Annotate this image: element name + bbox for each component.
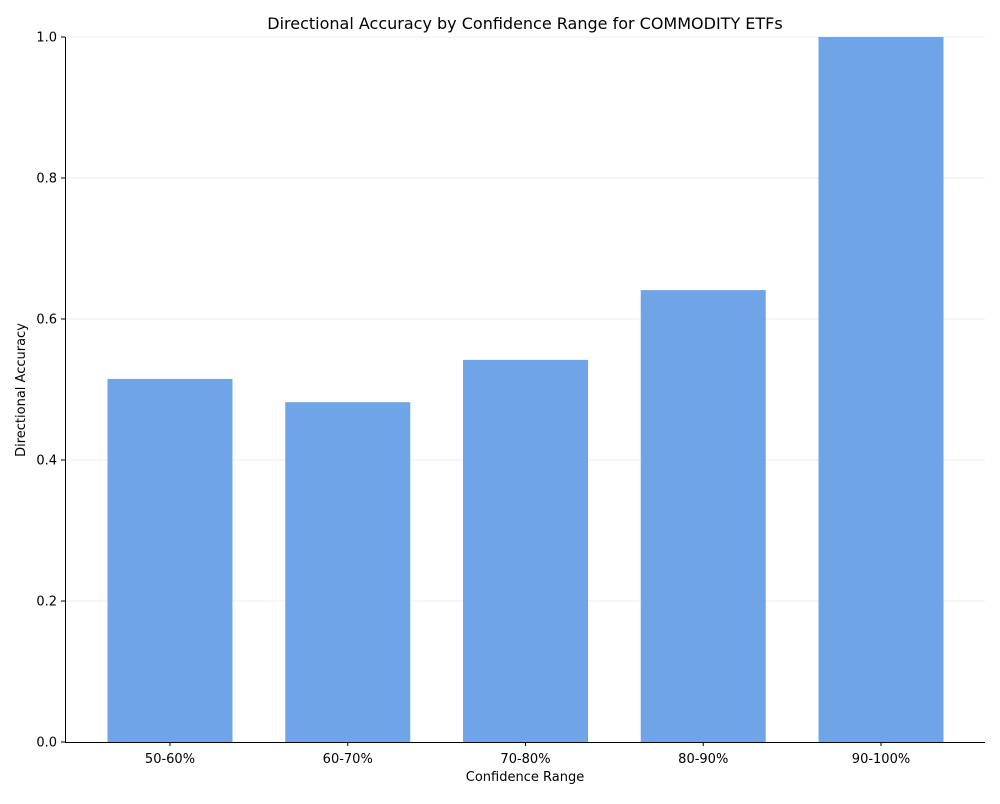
x-tick-label: 80-90%	[678, 752, 728, 767]
x-tick-label: 60-70%	[323, 752, 373, 767]
y-ticks: 0.0 0.2 0.4 0.6 0.8 1.0	[36, 31, 65, 751]
x-tick-label: 90-100%	[852, 752, 910, 767]
x-tick-label: 50-60%	[145, 752, 195, 767]
x-axis-label: Confidence Range	[466, 770, 584, 785]
y-tick-label: 0.6	[36, 313, 57, 328]
bars-layer	[107, 37, 944, 742]
x-ticks: 50-60% 60-70% 70-80% 80-90% 90-100%	[145, 742, 910, 767]
bar-60-70%	[285, 402, 411, 742]
y-tick-label: 0.8	[36, 172, 57, 187]
bar-90-100%	[818, 37, 944, 742]
y-axis-label: Directional Accuracy	[14, 323, 29, 457]
bar-50-60%	[107, 378, 233, 742]
bar-80-90%	[640, 290, 766, 742]
chart-title: Directional Accuracy by Confidence Range…	[267, 14, 782, 33]
y-tick-label: 0.0	[36, 736, 57, 751]
x-tick-label: 70-80%	[500, 752, 550, 767]
y-tick-label: 0.4	[36, 454, 57, 469]
y-tick-label: 1.0	[36, 31, 57, 46]
bar-70-80%	[463, 359, 588, 742]
y-tick-label: 0.2	[36, 595, 57, 610]
